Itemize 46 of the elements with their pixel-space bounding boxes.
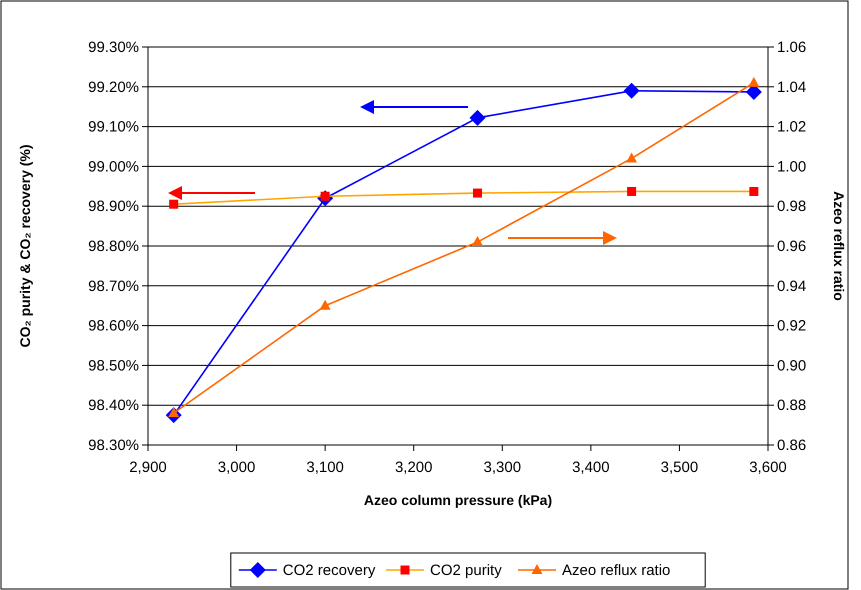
y2-tick-label: 0.90	[777, 357, 806, 374]
legend-label: CO2 recovery	[282, 562, 376, 579]
y-tick-label: 99.20%	[88, 78, 139, 96]
y2-axis-title: Azeo reflux ratio	[831, 191, 847, 301]
y-tick-label: 99.00%	[88, 158, 139, 176]
y-tick-label: 99.10%	[88, 118, 139, 136]
y2-tick-label: 1.00	[777, 158, 806, 176]
y2-tick-label: 0.98	[777, 198, 806, 216]
y2-tick-label: 0.88	[777, 397, 806, 414]
point	[472, 236, 483, 246]
y-tick-label: 98.40%	[88, 397, 139, 414]
y-tick-label: 98.50%	[88, 357, 139, 374]
y2-tick-label: 0.92	[777, 318, 806, 335]
y-tick-label: 98.30%	[88, 437, 139, 454]
point	[469, 110, 486, 126]
x-tick-label: 3,300	[484, 459, 522, 476]
point	[627, 186, 636, 196]
x-tick-label: 3,400	[572, 459, 610, 476]
x-tick-label: 3,100	[306, 459, 344, 476]
y-tick-label: 98.90%	[88, 198, 139, 216]
legend-label: Azeo reflux ratio	[562, 562, 670, 579]
y2-tick-label: 0.86	[777, 437, 806, 454]
point	[626, 152, 638, 162]
y-tick-label: 98.60%	[88, 318, 139, 335]
point	[748, 76, 760, 87]
y2-tick-label: 0.96	[777, 238, 806, 255]
point	[169, 200, 178, 209]
y2-tick-label: 1.02	[777, 118, 806, 136]
y2-tick-label: 1.06	[777, 39, 806, 56]
x-axis-title: Azeo column pressure (kPa)	[364, 492, 552, 508]
point	[624, 82, 640, 99]
point	[320, 300, 331, 310]
y2-tick-label: 1.04	[777, 78, 806, 96]
x-tick-label: 3,000	[218, 459, 256, 476]
y2-tick-label: 0.94	[777, 278, 806, 295]
y-tick-label: 98.70%	[88, 278, 139, 295]
legend-label: CO2 purity	[430, 562, 502, 579]
y-axis-title: CO₂ purity & CO₂ recovery (%)	[17, 144, 33, 348]
x-tick-label: 3,200	[394, 459, 432, 476]
x-tick-label: 3,600	[749, 459, 787, 476]
x-tick-label: 2,900	[129, 459, 167, 476]
point	[472, 188, 482, 198]
y-tick-label: 99.30%	[88, 39, 139, 56]
x-tick-label: 3,500	[660, 459, 698, 476]
y-tick-label: 98.80%	[88, 238, 139, 255]
point	[749, 186, 758, 196]
